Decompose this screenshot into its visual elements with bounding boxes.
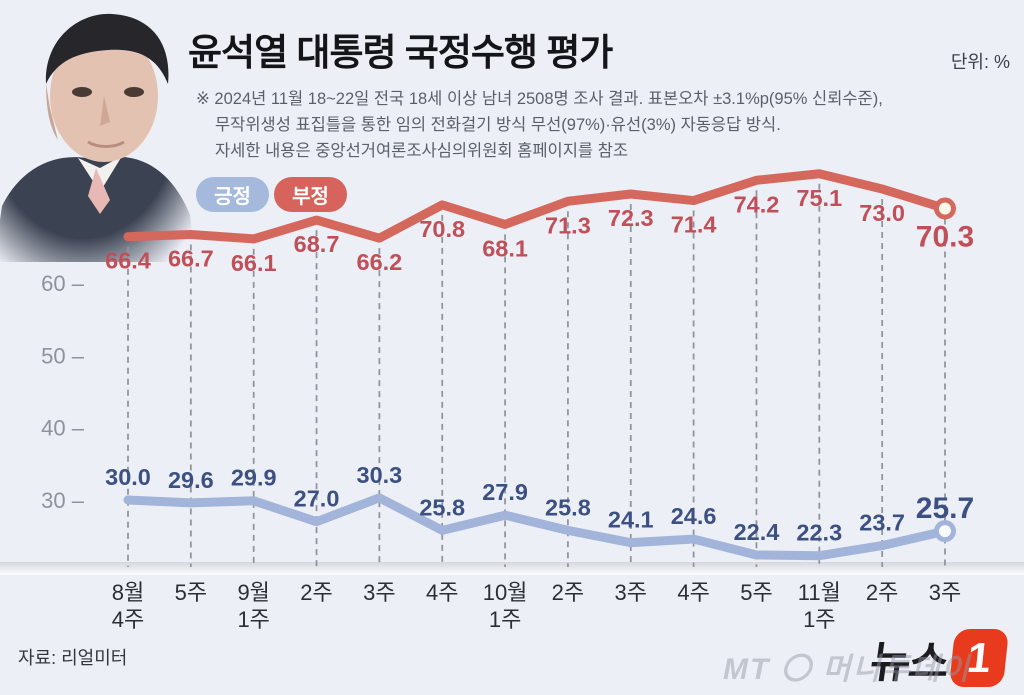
survey-notes: ※ 2024년 11월 18~22일 전국 18세 이상 남녀 2508명 조사…	[196, 86, 883, 164]
positive-line	[123, 493, 950, 561]
negative-value-label: 70.8	[419, 216, 465, 242]
negative-value-label: 66.4	[105, 248, 151, 274]
x-tick-label: 2주	[552, 580, 584, 605]
positive-value-label: 29.6	[168, 467, 214, 493]
x-tick-label: 3주	[929, 580, 961, 605]
x-tick-label: 10월 1주	[483, 580, 528, 632]
x-tick-label: 11월 1주	[798, 580, 841, 632]
news1-logo: 뉴스 1 MT 〇 머니투데이	[723, 626, 1010, 690]
x-tick-label: 2주	[300, 580, 332, 605]
positive-value-label: 29.9	[231, 465, 277, 491]
news1-logo-text: 뉴스	[866, 638, 951, 687]
positive-value-label: 30.0	[105, 464, 151, 490]
positive-value-label: 27.9	[482, 479, 528, 505]
positive-value-label: 27.0	[294, 486, 340, 512]
x-tick-label: 5주	[175, 580, 207, 605]
y-tick-label: 50 –	[41, 343, 85, 368]
positive-value-label: 30.3	[357, 462, 403, 488]
positive-end-marker	[933, 520, 956, 543]
positive-value-label: 22.3	[796, 520, 842, 546]
negative-value-label: 74.2	[734, 191, 780, 217]
y-tick-label: 30 –	[41, 488, 85, 513]
positive-value-label: 23.7	[859, 510, 905, 536]
negative-value-label: 71.4	[671, 212, 717, 238]
survey-note-line: 무작위생성 표집틀을 통한 임의 전화걸기 방식 무선(97%)·유선(3%) …	[215, 116, 781, 134]
president-photo	[0, 0, 198, 262]
negative-value-label: 68.7	[294, 231, 340, 257]
negative-line	[123, 169, 950, 244]
negative-value-label: 66.2	[357, 249, 403, 275]
president-photo-graphic	[0, 13, 196, 262]
source-label: 자료: 리얼미터	[18, 648, 128, 668]
positive-value-label: 25.7	[916, 492, 974, 525]
x-axis-band	[0, 562, 1024, 575]
y-tick-label: 40 –	[41, 416, 85, 441]
negative-value-label: 72.3	[608, 205, 654, 231]
page-title: 윤석열 대통령 국정수행 평가	[188, 32, 613, 73]
negative-value-label: 70.3	[916, 220, 974, 253]
x-tick-label: 2주	[866, 580, 898, 605]
news1-logo-badge: 1	[948, 629, 1010, 687]
legend-negative-pill: 부정	[274, 177, 347, 212]
negative-end-marker	[933, 197, 956, 220]
negative-value-label: 66.7	[168, 246, 214, 272]
positive-value-label: 25.8	[419, 494, 465, 520]
positive-value-label: 22.4	[734, 519, 780, 545]
x-tick-label: 9월 1주	[237, 580, 269, 632]
x-tick-label: 5주	[740, 580, 772, 605]
negative-value-label: 66.1	[231, 250, 277, 276]
survey-note-line: ※ 2024년 11월 18~22일 전국 18세 이상 남녀 2508명 조사…	[196, 90, 883, 108]
positive-value-label: 24.1	[608, 507, 654, 533]
survey-note-line: 자세한 내용은 중앙선거여론조사심의위원회 홈페이지를 참조	[215, 142, 629, 160]
unit-label: 단위: %	[950, 52, 1010, 72]
negative-value-label: 71.3	[545, 212, 591, 238]
negative-value-label: 75.1	[796, 185, 842, 211]
y-tick-label: 60 –	[41, 271, 85, 296]
x-tick-label: 4주	[426, 580, 458, 605]
negative-value-label: 73.0	[859, 200, 905, 226]
x-tick-label: 3주	[363, 580, 395, 605]
legend: 긍정 부정	[196, 177, 347, 212]
x-tick-label: 8월 4주	[112, 580, 144, 632]
positive-value-label: 25.8	[545, 494, 591, 520]
positive-value-label: 24.6	[671, 503, 717, 529]
negative-value-label: 68.1	[482, 235, 528, 261]
x-tick-label: 3주	[615, 580, 647, 605]
legend-positive-pill: 긍정	[196, 177, 269, 212]
x-tick-label: 4주	[677, 580, 709, 605]
